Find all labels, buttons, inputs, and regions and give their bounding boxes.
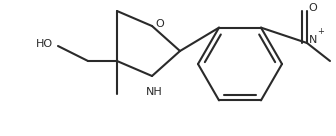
- Text: O: O: [156, 19, 164, 29]
- Text: +: +: [318, 27, 325, 35]
- Text: N: N: [309, 35, 317, 45]
- Text: NH: NH: [145, 87, 162, 97]
- Text: O: O: [309, 3, 318, 13]
- Text: HO: HO: [36, 39, 53, 49]
